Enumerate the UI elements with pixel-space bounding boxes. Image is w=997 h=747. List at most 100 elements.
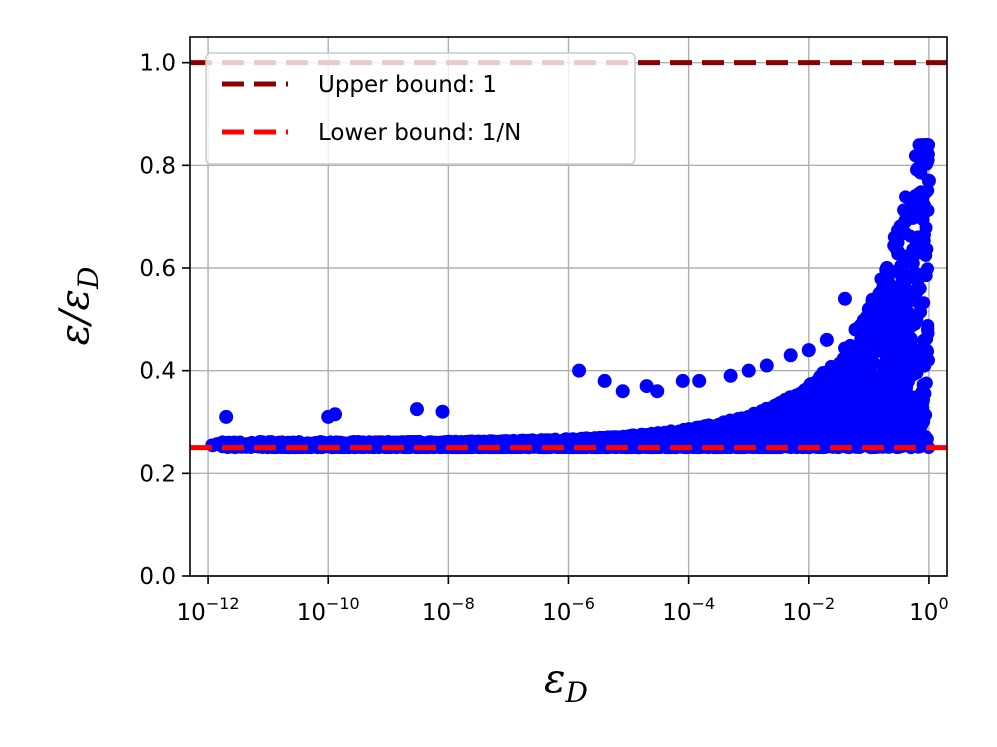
data-point: [908, 357, 922, 371]
data-point: [831, 418, 845, 432]
y-tick-label: 1.0: [139, 51, 176, 77]
data-point: [878, 327, 892, 341]
data-point: [913, 207, 927, 221]
data-point: [840, 363, 854, 377]
data-point: [883, 340, 897, 354]
data-point: [891, 359, 905, 373]
data-point: [723, 368, 738, 383]
data-point: [900, 249, 914, 263]
data-point: [872, 286, 887, 301]
data-point: [219, 409, 234, 424]
data-point: [675, 373, 690, 388]
data-point: [848, 390, 862, 404]
data-point: [650, 384, 665, 399]
data-point: [919, 376, 933, 390]
data-point: [868, 330, 882, 344]
data-point: [209, 438, 223, 452]
data-point: [639, 379, 654, 394]
x-tick-label: 10−2: [782, 594, 835, 626]
data-point: [773, 425, 787, 439]
y-axis-ticks: 0.0 0.2 0.4 0.6 0.8 1.0: [139, 51, 190, 590]
data-point: [876, 358, 890, 372]
data-point: [407, 435, 421, 449]
data-point: [844, 427, 858, 441]
data-point: [830, 374, 844, 388]
x-tick-label: 10−4: [662, 594, 715, 626]
data-point: [572, 363, 587, 378]
data-point: [921, 344, 935, 358]
data-point: [872, 430, 886, 444]
data-point: [513, 435, 527, 449]
data-point: [843, 338, 857, 352]
data-point: [728, 418, 742, 432]
data-point: [872, 388, 886, 402]
data-point: [859, 368, 873, 382]
data-point: [371, 439, 385, 453]
data-point: [912, 242, 926, 256]
x-tick-label: 10−10: [297, 594, 360, 626]
data-point: [848, 411, 862, 425]
y-tick-label: 0.0: [139, 564, 176, 590]
data-point: [879, 261, 894, 275]
data-point: [548, 433, 562, 447]
y-tick-label: 0.2: [139, 461, 176, 487]
data-point: [914, 305, 928, 319]
data-point: [801, 343, 816, 358]
x-tick-label: 10−12: [177, 594, 240, 626]
data-point: [861, 302, 876, 317]
data-point: [895, 270, 909, 284]
data-point: [758, 407, 772, 421]
data-point: [682, 430, 696, 444]
data-point: [692, 373, 707, 388]
data-point: [803, 412, 817, 426]
y-tick-label: 0.4: [139, 359, 176, 385]
data-point: [787, 390, 801, 404]
data-point: [819, 417, 833, 431]
y-tick-label: 0.6: [139, 256, 176, 282]
data-point: [819, 332, 834, 347]
data-point: [921, 323, 935, 337]
data-point: [409, 402, 424, 417]
data-point: [741, 363, 756, 378]
data-point: [435, 404, 450, 419]
legend: Upper bound: 1 Lower bound: 1/N: [205, 52, 636, 165]
data-point: [398, 441, 412, 455]
data-point: [921, 173, 936, 188]
data-point: [911, 274, 925, 288]
data-point: [886, 422, 900, 436]
data-point: [823, 365, 837, 379]
data-points: [205, 138, 936, 455]
data-point: [878, 404, 892, 418]
data-point: [597, 373, 612, 388]
data-point: [908, 189, 923, 204]
data-point: [809, 433, 823, 447]
data-point: [340, 440, 354, 454]
data-point: [897, 325, 911, 339]
data-point: [903, 284, 917, 298]
data-point: [920, 153, 935, 168]
data-point: [667, 426, 681, 440]
legend-label: Lower bound: 1/N: [318, 120, 521, 146]
data-point: [780, 398, 794, 412]
data-point: [698, 428, 712, 442]
data-point: [525, 433, 539, 447]
data-point: [838, 391, 852, 405]
x-axis-label: εD: [544, 656, 588, 709]
data-point: [859, 316, 873, 330]
data-point: [855, 336, 869, 350]
data-point: [863, 351, 877, 365]
data-point: [868, 419, 882, 433]
data-point: [917, 228, 931, 242]
data-point: [802, 423, 816, 437]
data-point: [787, 415, 801, 429]
x-tick-label: 10−6: [542, 594, 595, 626]
data-point: [890, 235, 905, 250]
data-point: [837, 291, 852, 306]
legend-box: [205, 52, 636, 165]
data-point: [898, 214, 913, 229]
data-point: [719, 428, 733, 442]
data-point: [759, 358, 774, 373]
data-point: [561, 434, 575, 448]
data-point: [823, 405, 837, 419]
